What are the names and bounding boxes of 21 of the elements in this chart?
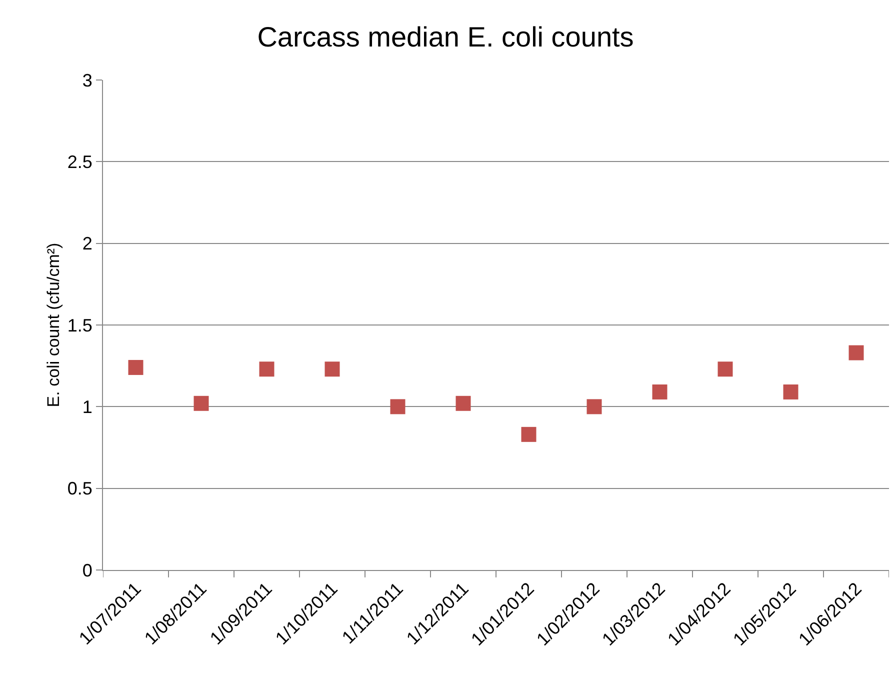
point xyxy=(324,362,340,377)
point xyxy=(848,345,864,360)
y-tick-label: 2 xyxy=(82,234,92,254)
y-tick-label: 0 xyxy=(82,560,92,580)
point xyxy=(586,399,602,414)
point xyxy=(718,362,733,377)
point xyxy=(652,384,668,400)
point xyxy=(194,396,209,411)
y-tick-label: 3 xyxy=(82,70,92,90)
y-tick-label: 1 xyxy=(82,396,92,417)
y-tick-label: 1.5 xyxy=(67,315,92,336)
point xyxy=(390,399,406,414)
point xyxy=(783,384,798,400)
y-tick-label: 2.5 xyxy=(67,152,92,172)
point xyxy=(259,362,274,377)
point xyxy=(456,396,471,411)
y-axis-title: E. coli count (cfu/cm²) xyxy=(44,242,63,408)
chart-title: Carcass median E. coli counts xyxy=(257,22,634,53)
point xyxy=(521,426,536,442)
y-tick-label: 0.5 xyxy=(67,478,92,499)
point xyxy=(128,360,144,375)
